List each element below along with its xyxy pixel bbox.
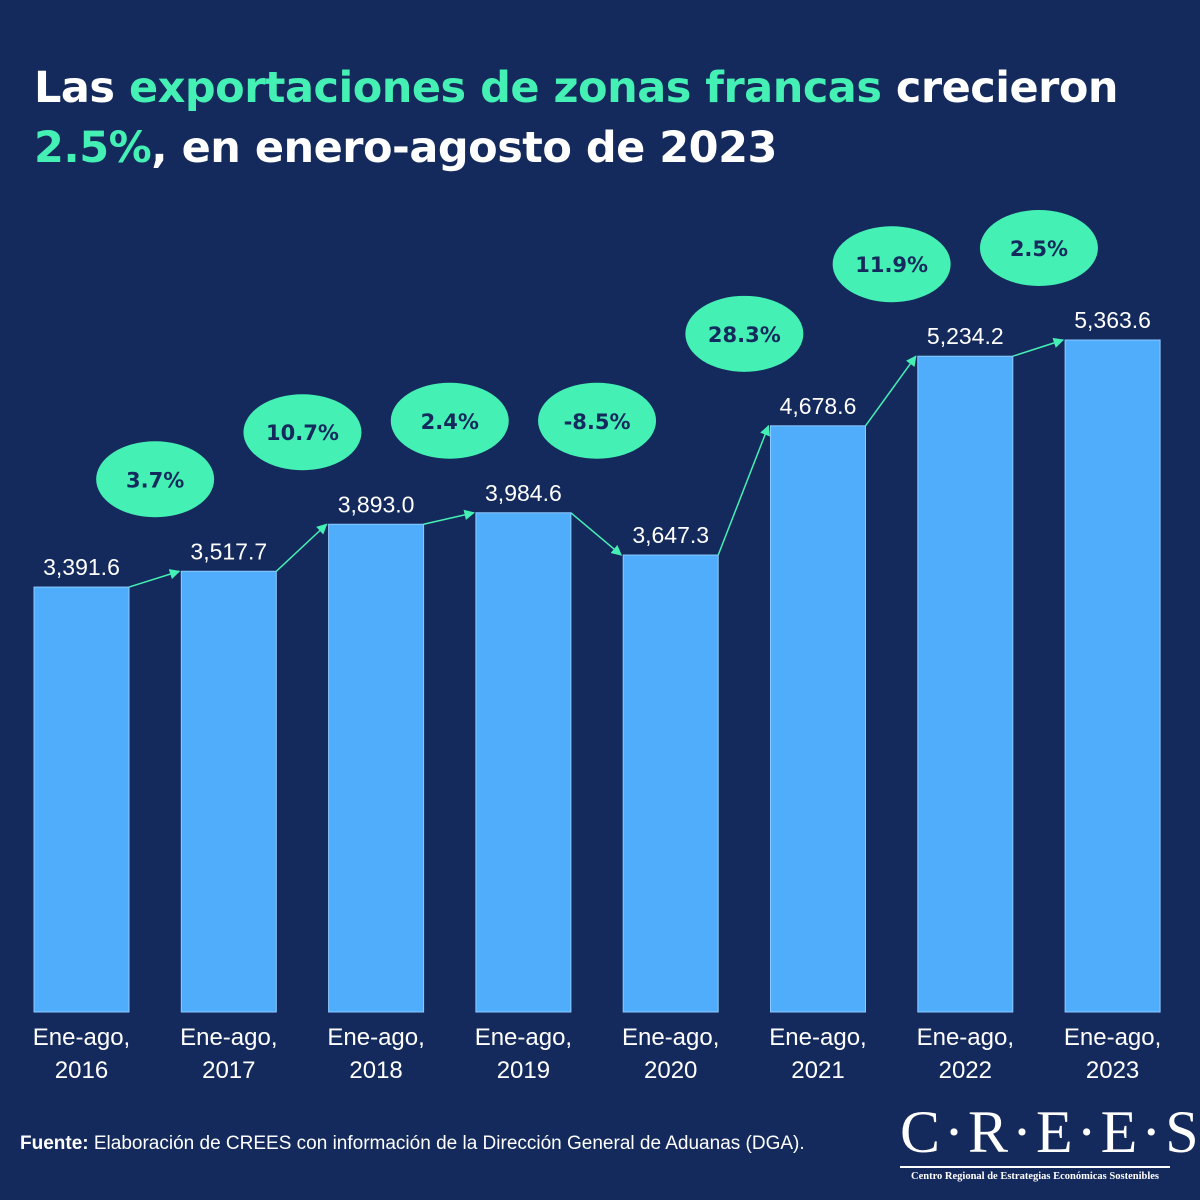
- value-label-2017: 3,517.7: [190, 538, 267, 564]
- bar-2016: [33, 586, 130, 1013]
- logo-wordmark: C·R·E·E·S: [900, 1099, 1200, 1165]
- bar-2017: [180, 570, 277, 1013]
- bars-layer: [33, 339, 1161, 1013]
- value-label-2018: 3,893.0: [338, 491, 415, 517]
- category-label-2018-line1: Ene-ago,: [327, 1024, 424, 1051]
- growth-label-7: 2.5%: [1010, 237, 1068, 261]
- category-label-2023-line1: Ene-ago,: [1064, 1024, 1161, 1051]
- category-label-2020-line2: 2020: [644, 1057, 697, 1084]
- source-text: Elaboración de CREES con información de …: [88, 1133, 805, 1154]
- title-text-1: Las: [34, 63, 129, 113]
- growth-badge-1: [96, 441, 215, 518]
- growth-label-1: 3.7%: [126, 468, 184, 492]
- growth-arrow-6: [864, 355, 917, 427]
- growth-badge-7: [979, 210, 1098, 286]
- category-label-2018-line2: 2018: [349, 1057, 402, 1084]
- category-label-2020-line1: Ene-ago,: [622, 1024, 719, 1051]
- growth-arrow-3: [423, 509, 475, 525]
- category-label-2019-line2: 2019: [497, 1057, 550, 1084]
- category-label-2023-line2: 2023: [1086, 1057, 1139, 1084]
- value-label-2019: 3,984.6: [485, 480, 562, 506]
- arrows-layer: [128, 337, 1065, 588]
- bar-2022: [917, 355, 1014, 1013]
- logo-divider: [900, 1166, 1170, 1168]
- growth-label-3: 2.4%: [421, 410, 479, 434]
- bar-2020: [622, 554, 719, 1013]
- growth-badge-2: [243, 394, 362, 471]
- growth-arrow-2: [275, 523, 328, 572]
- category-label-2016-line2: 2016: [55, 1057, 108, 1084]
- category-label-2017-line2: 2017: [202, 1057, 255, 1084]
- title-highlight-exports: exportaciones de zonas francas: [128, 63, 882, 113]
- category-label-2022-line2: 2022: [939, 1057, 992, 1084]
- value-label-2021: 4,678.6: [780, 393, 857, 419]
- category-label-2022-line1: Ene-ago,: [917, 1024, 1014, 1051]
- category-label-2021-line2: 2021: [791, 1057, 844, 1084]
- category-label-2016-line1: Ene-ago,: [33, 1024, 130, 1051]
- value-label-2020: 3,647.3: [632, 522, 709, 548]
- growth-label-2: 10.7%: [266, 421, 339, 445]
- growth-arrow-5: [717, 424, 770, 556]
- logo-subtitle: Centro Regional de Estrategias Económica…: [910, 1171, 1159, 1182]
- bar-2018: [328, 523, 425, 1013]
- growth-badge-3: [390, 382, 509, 459]
- value-label-2016: 3,391.6: [43, 554, 120, 580]
- bar-chart: 3,391.6 Ene-ago, 2016 3,517.7 Ene-ago, 2017 3,…: [33, 210, 1161, 1084]
- growth-label-4: -8.5%: [564, 410, 631, 434]
- title-text-3: , en enero-agosto de 2023: [151, 123, 777, 173]
- labels-layer: 3,391.6 Ene-ago, 2016 3,517.7 Ene-ago, 2017 3,…: [33, 210, 1161, 1084]
- growth-arrow-4: [570, 512, 623, 556]
- chart-title: Las exportaciones de zonas francas creci…: [34, 58, 1164, 178]
- growth-badge-4: [538, 382, 657, 459]
- source-label: Fuente:: [20, 1133, 89, 1154]
- bar-2021: [770, 425, 866, 1013]
- growth-badge-6: [832, 226, 951, 303]
- crees-logo: C·R·E·E·S Centro Regional de Estrategias…: [900, 1099, 1200, 1182]
- bar-2023: [1064, 339, 1161, 1013]
- growth-label-6: 11.9%: [855, 253, 928, 277]
- growth-arrow-7: [1012, 337, 1065, 357]
- growth-arrow-1: [128, 569, 181, 588]
- category-label-2021-line1: Ene-ago,: [769, 1024, 866, 1051]
- value-label-2023: 5,363.6: [1074, 307, 1151, 333]
- title-text-2: crecieron: [881, 63, 1119, 113]
- title-highlight-growth: 2.5%: [34, 123, 152, 173]
- bar-2019: [475, 512, 572, 1013]
- growth-label-5: 28.3%: [708, 323, 781, 347]
- source-note: Fuente: Elaboración de CREES con informa…: [20, 1133, 805, 1155]
- category-label-2017-line1: Ene-ago,: [180, 1024, 277, 1051]
- growth-badge-5: [685, 295, 804, 372]
- value-label-2022: 5,234.2: [927, 323, 1004, 349]
- category-label-2019-line1: Ene-ago,: [475, 1024, 572, 1051]
